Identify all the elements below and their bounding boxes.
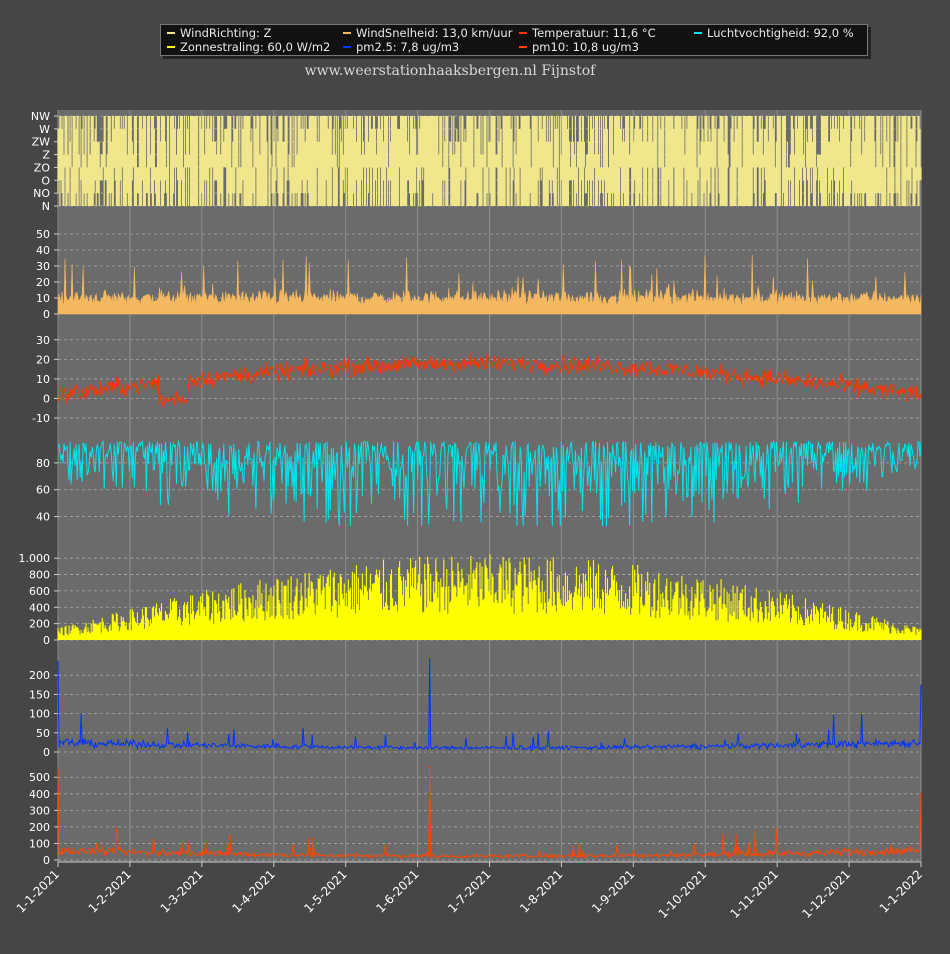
y-tick-label: NO: [33, 187, 50, 200]
y-tick-label: 0: [43, 746, 50, 759]
x-tick-label: 1-4-2021: [229, 867, 277, 915]
y-tick-label: 20: [36, 276, 50, 289]
temperature-series: [57, 352, 922, 407]
y-tick-label: 0: [43, 393, 50, 406]
x-tick-label: 1-1-2021: [14, 867, 62, 915]
legend-swatch: [343, 31, 351, 34]
legend-label: Luchtvochtigheid: 92,0 %: [707, 26, 854, 40]
y-tick-label: 300: [29, 804, 50, 817]
y-tick-label: 800: [29, 569, 50, 582]
chart-panel-pm10: 0 100 200 300 400 500: [29, 765, 922, 867]
chart-panel-luchtvochtigheid: 40 60 80: [36, 439, 922, 527]
legend-label: pm2.5: 7,8 ug/m3: [356, 40, 460, 54]
y-tick-label: Z: [42, 149, 50, 162]
legend-swatch: [694, 31, 702, 34]
y-tick-label: NW: [31, 110, 50, 123]
legend-label: WindRichting: Z: [180, 26, 272, 40]
wind-speed-series: [57, 254, 922, 315]
y-tick-label: O: [41, 174, 50, 187]
x-tick-label: 1-5-2021: [301, 867, 349, 915]
x-tick-label: 1-10-2021: [656, 867, 710, 921]
legend-swatch: [167, 31, 175, 34]
legend-item-zonnestraling: Zonnestraling: 60,0 W/m2: [167, 40, 330, 54]
y-tick-label: 100: [29, 837, 50, 850]
chart-title: www.weerstationhaaksbergen.nl Fijnstof: [304, 63, 596, 79]
y-tick-label: 500: [29, 771, 50, 784]
y-tick-label: 0: [43, 308, 50, 321]
y-tick-label: 200: [29, 669, 50, 682]
y-tick-label: ZW: [32, 136, 51, 149]
chart-panel-zonnestraling: 0 200 400 600 800 1.000: [19, 552, 922, 647]
y-tick-label: 40: [36, 511, 50, 524]
y-tick-label: ZO: [34, 161, 51, 174]
legend-label: Zonnestraling: 60,0 W/m2: [180, 40, 331, 54]
legend-item-temperatuur: Temperatuur: 11,6 °C: [519, 26, 656, 40]
y-tick-label: 1.000: [19, 552, 51, 565]
solar-radiation-series: [57, 554, 922, 640]
y-tick-label: 80: [36, 457, 50, 470]
y-tick-label: 600: [29, 585, 50, 598]
legend-item-windrichting: WindRichting: Z: [167, 26, 271, 40]
y-tick-label: 30: [36, 334, 50, 347]
chart-panel-windsnelheid: 0 10 20 30 40 50: [36, 228, 922, 321]
y-tick-label: 60: [36, 484, 50, 497]
x-tick-label: 1-6-2021: [373, 867, 421, 915]
legend-swatch: [519, 45, 527, 48]
pm25-series: [57, 657, 922, 752]
humidity-series: [57, 439, 922, 527]
y-tick-label: 10: [36, 292, 50, 305]
legend-item-windsnelheid: WindSnelheid: 13,0 km/uur: [343, 26, 512, 40]
y-tick-label: 200: [29, 821, 50, 834]
legend-label: WindSnelheid: 13,0 km/uur: [356, 26, 513, 40]
chart-panel-temperatuur: -10 0 10 20 30: [32, 334, 922, 425]
y-tick-label: 30: [36, 260, 50, 273]
y-tick-label: 400: [29, 601, 50, 614]
y-tick-label: 200: [29, 618, 50, 631]
legend: WindRichting: Z WindSnelheid: 13,0 km/uu…: [160, 24, 868, 56]
y-tick-label: 50: [36, 228, 50, 241]
x-tick-label: 1-2-2021: [86, 867, 134, 915]
y-tick-label: 10: [36, 373, 50, 386]
x-tick-label: 1-7-2021: [445, 867, 493, 915]
legend-item-pm10: pm10: 10,8 ug/m3: [519, 40, 639, 54]
x-tick-label: 1-9-2021: [589, 867, 637, 915]
y-tick-label: 150: [29, 688, 50, 701]
y-tick-label: 0: [43, 854, 50, 867]
legend-swatch: [343, 45, 351, 48]
chart-panel-pm25: 0 50 100 150 200: [29, 657, 922, 759]
legend-item-pm25: pm2.5: 7,8 ug/m3: [343, 40, 459, 54]
y-tick-label: W: [39, 123, 50, 136]
x-tick-label: 1-3-2021: [158, 867, 206, 915]
legend-swatch: [167, 45, 175, 48]
y-tick-label: 20: [36, 353, 50, 366]
y-tick-label: 0: [43, 634, 50, 647]
x-tick-label: 1-12-2021: [799, 867, 853, 921]
legend-item-luchtvochtigheid: Luchtvochtigheid: 92,0 %: [694, 26, 854, 40]
legend-label: pm10: 10,8 ug/m3: [532, 40, 639, 54]
y-tick-label: -10: [32, 412, 50, 425]
legend-swatch: [519, 31, 527, 34]
legend-label: Temperatuur: 11,6 °C: [532, 26, 656, 40]
x-tick-label: 1-11-2021: [727, 867, 781, 921]
y-tick-label: N: [42, 200, 50, 213]
y-tick-label: 400: [29, 788, 50, 801]
y-tick-label: 40: [36, 244, 50, 257]
y-tick-label: 100: [29, 708, 50, 721]
y-tick-label: 50: [36, 727, 50, 740]
x-tick-label: 1-1-2022: [877, 867, 925, 915]
pm10-series: [57, 765, 922, 860]
x-tick-label: 1-8-2021: [517, 867, 565, 915]
